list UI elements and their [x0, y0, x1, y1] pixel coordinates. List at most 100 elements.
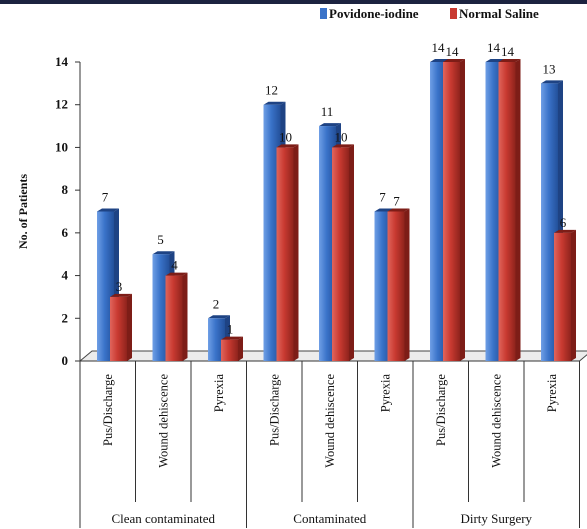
legend-label-normal-saline: Normal Saline — [459, 6, 539, 21]
bar-face — [498, 62, 516, 361]
bar-face — [485, 62, 503, 361]
x-tick-label: Pus/Discharge — [101, 374, 115, 446]
data-label-normal-saline: 4 — [171, 258, 178, 273]
data-label-normal-saline: 7 — [393, 194, 400, 209]
bar-face — [97, 211, 114, 361]
x-tick-label: Pus/Discharge — [434, 374, 448, 446]
bar-top — [319, 123, 341, 127]
data-label-povidone-iodine: 7 — [102, 190, 109, 205]
data-label-povidone-iodine: 14 — [432, 40, 446, 55]
bar-face — [110, 296, 127, 361]
data-label-povidone-iodine: 14 — [487, 40, 501, 55]
bar-side — [515, 59, 521, 361]
group-label: Clean contaminated — [111, 511, 215, 526]
bar-normal-saline — [276, 144, 299, 361]
bar-face — [387, 211, 405, 361]
data-label-povidone-iodine: 2 — [213, 296, 220, 311]
group-label: Dirty Surgery — [460, 511, 532, 526]
x-tick-label: Pyrexia — [212, 374, 226, 413]
bar-face — [152, 254, 170, 361]
bar-side — [571, 229, 576, 361]
legend-item-povidone-iodine: Povidone-iodine — [320, 6, 419, 22]
data-label-povidone-iodine: 11 — [321, 104, 334, 119]
data-label-normal-saline: 14 — [446, 44, 460, 59]
bar-normal-saline — [165, 272, 188, 361]
legend-swatch-povidone-iodine — [320, 8, 327, 19]
bar-top — [498, 59, 521, 62]
legend-label-povidone-iodine: Povidone-iodine — [329, 6, 419, 21]
bar-face — [165, 275, 183, 361]
x-tick-label: Pus/Discharge — [267, 374, 281, 446]
y-tick-label: 2 — [62, 310, 69, 325]
bar-face — [332, 147, 349, 361]
y-tick-label: 10 — [55, 139, 68, 154]
bar-top — [276, 144, 299, 148]
data-label-povidone-iodine: 5 — [157, 232, 164, 247]
bar-face — [208, 318, 225, 361]
bar-face — [443, 62, 460, 361]
x-tick-label: Wound dehiscence — [489, 374, 503, 468]
bar-normal-saline — [443, 59, 465, 361]
x-tick-label: Pyrexia — [545, 374, 559, 413]
bar-top — [97, 208, 119, 212]
group-label: Contaminated — [293, 511, 366, 526]
data-label-normal-saline: 10 — [279, 129, 292, 144]
bar-face — [541, 83, 558, 361]
legend-item-normal-saline: Normal Saline — [450, 6, 539, 22]
bar-povidone-iodine — [97, 208, 119, 361]
bar-top — [541, 80, 563, 84]
data-label-normal-saline: 10 — [335, 129, 348, 144]
bar-side — [293, 144, 299, 361]
data-label-normal-saline: 1 — [227, 322, 234, 337]
bar-side — [349, 144, 354, 361]
bar-face — [319, 126, 336, 361]
bar-side — [404, 208, 410, 361]
y-tick-label: 14 — [55, 54, 69, 69]
bar-face — [276, 147, 294, 361]
bar-side — [182, 272, 188, 361]
bar-top — [152, 251, 175, 255]
legend-swatch-normal-saline — [450, 8, 457, 19]
y-tick-label: 12 — [55, 97, 68, 112]
bar-face — [374, 211, 392, 361]
bar-normal-saline — [110, 293, 132, 361]
bar-face — [221, 339, 238, 361]
x-tick-label: Wound dehiscence — [156, 374, 170, 468]
bar-top — [387, 208, 410, 212]
bar-top — [221, 336, 243, 340]
bar-normal-saline — [498, 59, 521, 361]
data-label-povidone-iodine: 13 — [543, 61, 556, 76]
x-tick-label: Pyrexia — [378, 374, 392, 413]
bar-top — [263, 101, 286, 105]
bar-face — [430, 62, 447, 361]
data-label-normal-saline: 3 — [116, 279, 123, 294]
bar-top — [110, 293, 132, 297]
data-label-normal-saline: 6 — [560, 215, 567, 230]
bar-face — [554, 232, 571, 361]
data-label-povidone-iodine: 12 — [265, 83, 278, 98]
bar-normal-saline — [221, 336, 243, 361]
bar-top — [443, 59, 465, 62]
top-border — [0, 0, 587, 4]
data-label-normal-saline: 14 — [501, 44, 515, 59]
bar-top — [554, 229, 576, 233]
data-label-povidone-iodine: 7 — [379, 190, 386, 205]
bar-side — [238, 336, 243, 361]
y-tick-label: 0 — [62, 353, 69, 368]
bar-top — [165, 272, 188, 276]
bar-side — [460, 59, 465, 361]
bar-face — [263, 104, 281, 361]
y-tick-label: 8 — [62, 182, 69, 197]
y-axis-label: No. of Patients — [16, 174, 30, 249]
bars — [97, 59, 576, 361]
x-tick-label: Wound dehiscence — [323, 374, 337, 468]
bar-top — [208, 315, 230, 319]
bar-side — [127, 293, 132, 361]
bar-normal-saline — [554, 229, 576, 361]
y-tick-label: 6 — [62, 225, 69, 240]
bar-normal-saline — [332, 144, 354, 361]
y-tick-label: 4 — [62, 268, 69, 283]
bar-normal-saline — [387, 208, 410, 361]
